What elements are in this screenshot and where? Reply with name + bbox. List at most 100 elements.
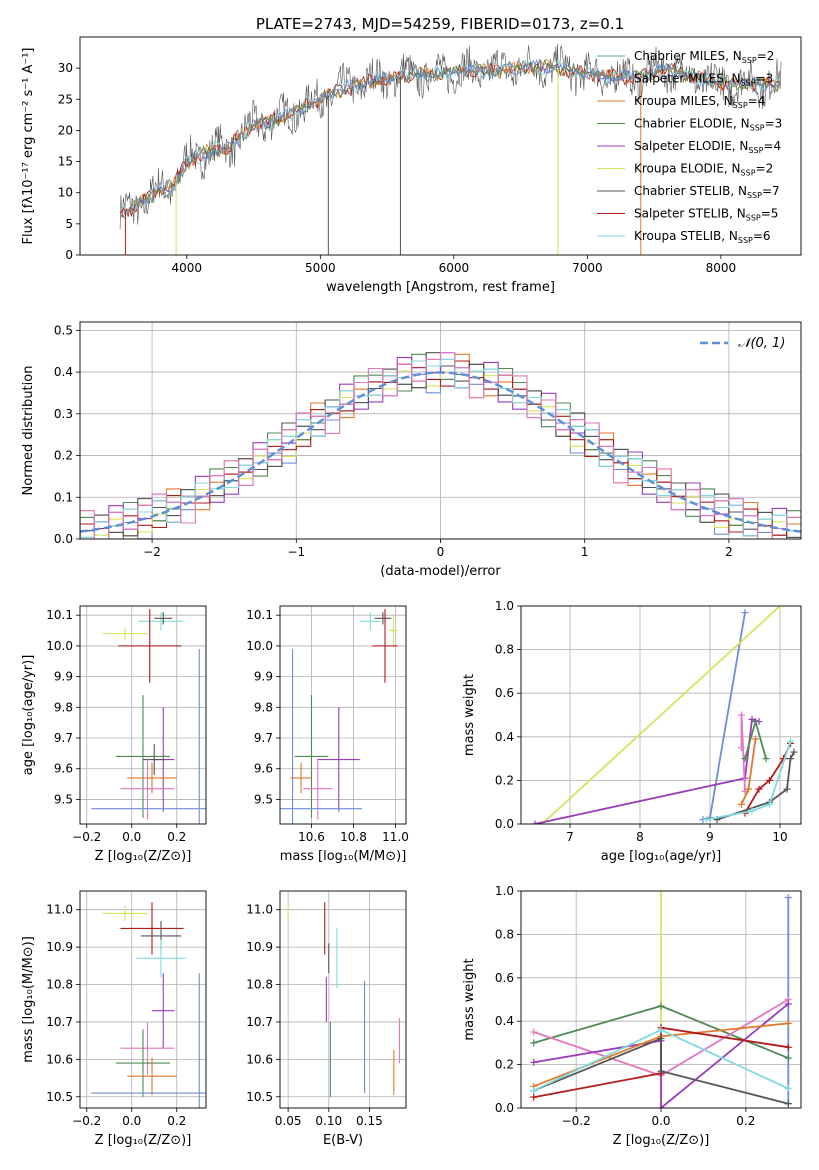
normal-curve bbox=[80, 371, 801, 533]
errorbar-point bbox=[91, 973, 206, 1108]
errorbar-point bbox=[143, 744, 166, 775]
errorbar-point bbox=[116, 695, 170, 818]
plus-marker bbox=[741, 755, 749, 763]
y-tick-label: 10.7 bbox=[246, 1015, 273, 1029]
y-axis-label: mass [log₁₀(M/M⊙)] bbox=[21, 936, 36, 1063]
y-tick-label: 11.0 bbox=[46, 903, 73, 917]
errorbar-point bbox=[154, 612, 173, 625]
plus-marker bbox=[784, 1100, 792, 1108]
x-axis-label: Z [log₁₀(Z/Z⊙)] bbox=[95, 849, 192, 864]
y-tick-label: 20 bbox=[58, 123, 73, 137]
legend-entry: Kroupa STELIB, NSSP=6 bbox=[634, 229, 771, 245]
plus-marker bbox=[530, 1039, 538, 1047]
y-tick-label: 10.5 bbox=[246, 1090, 273, 1104]
plus-marker bbox=[784, 1084, 792, 1092]
x-tick-label: −0.2 bbox=[72, 830, 101, 844]
y-tick-label: 0.8 bbox=[495, 643, 514, 657]
plus-marker bbox=[748, 807, 756, 815]
plus-marker bbox=[762, 755, 770, 763]
legend-entry: 𝒩(0, 1) bbox=[738, 336, 785, 351]
y-tick-label: 10.6 bbox=[46, 1052, 73, 1066]
x-tick-label: 0.10 bbox=[315, 1114, 342, 1128]
y-tick-label: 1.0 bbox=[495, 884, 514, 898]
x-tick-label: 10.8 bbox=[340, 830, 367, 844]
panel-z_vs_age: −0.2 0.0 0.2 9.5 9.6 9.7 9.8 9.9 10.0 10.1 Z [log₁… bbox=[21, 605, 207, 864]
spectrum-salpeter_miles bbox=[120, 58, 781, 218]
y-tick-label: 1.0 bbox=[495, 599, 514, 613]
y-tick-label: 25 bbox=[58, 92, 73, 106]
x-tick-label: 10 bbox=[772, 830, 787, 844]
x-tick-label: 8000 bbox=[706, 261, 737, 275]
y-tick-label: 0.2 bbox=[495, 773, 514, 787]
x-tick-label: 0.2 bbox=[736, 1114, 755, 1128]
x-tick-label: 4000 bbox=[172, 261, 203, 275]
x-tick-label: 0.2 bbox=[167, 830, 186, 844]
errorbar-point bbox=[374, 612, 392, 625]
x-tick-label: 1 bbox=[581, 545, 589, 559]
panel-spectrum: 4000 5000 6000 7000 8000 0 5 10 15 20 25 30 waveleng… bbox=[21, 36, 802, 295]
y-tick-label: 10.8 bbox=[246, 978, 273, 992]
plus-marker bbox=[784, 1000, 792, 1008]
x-tick-label: 7000 bbox=[572, 261, 603, 275]
x-axis-label: mass [log₁₀(M/M⊙)] bbox=[280, 849, 407, 864]
plus-marker bbox=[530, 1093, 538, 1101]
y-tick-label: 9.9 bbox=[54, 670, 73, 684]
plus-marker bbox=[657, 1002, 665, 1010]
plus-marker bbox=[752, 735, 759, 743]
plus-marker bbox=[657, 1035, 665, 1043]
y-tick-label: 9.7 bbox=[54, 731, 73, 745]
plus-marker bbox=[530, 1058, 538, 1066]
errorbar-point bbox=[290, 762, 312, 794]
y-tick-label: 0.6 bbox=[495, 971, 514, 985]
plot-area bbox=[80, 352, 801, 539]
errorbar-point bbox=[102, 905, 148, 921]
y-axis-label: Flux [fλ10⁻¹⁷ erg cm⁻² s⁻¹ A⁻¹] bbox=[21, 48, 36, 245]
y-tick-label: 0.1 bbox=[54, 490, 73, 504]
axes-frame bbox=[279, 605, 407, 825]
x-tick-label: −0.2 bbox=[562, 1114, 591, 1128]
x-tick-label: −0.2 bbox=[72, 1114, 101, 1128]
y-tick-label: 0.8 bbox=[495, 927, 514, 941]
y-tick-label: 0.0 bbox=[495, 817, 514, 831]
y-tick-label: 0.3 bbox=[54, 407, 73, 421]
legend-entry: Chabrier MILES, NSSP=2 bbox=[634, 49, 774, 65]
axes-frame bbox=[520, 605, 802, 825]
plus-marker bbox=[738, 800, 745, 808]
plus-marker bbox=[790, 748, 798, 756]
errorbar-point bbox=[152, 973, 175, 1049]
panel-age_vs_weight: 7 8 9 10 0.0 0.2 0.4 0.6 0.8 1.0 age [log₁₀(age/yr… bbox=[462, 599, 802, 864]
y-tick-label: 10.5 bbox=[46, 1090, 73, 1104]
plus-marker bbox=[752, 718, 759, 726]
y-tick-label: 9.5 bbox=[254, 792, 273, 806]
axes-frame bbox=[79, 605, 207, 825]
y-tick-label: 10.0 bbox=[46, 639, 73, 653]
errorbar-point bbox=[389, 615, 398, 646]
plus-marker bbox=[530, 1028, 538, 1036]
axes-frame bbox=[79, 36, 802, 256]
histogram-series bbox=[80, 352, 801, 539]
panel-residuals: −2 −1 0 1 2 0.0 0.1 0.2 0.3 0.4 0.5 (data-model)/er… bbox=[21, 321, 802, 579]
y-tick-label: 9.6 bbox=[54, 762, 73, 776]
plot-area bbox=[531, 606, 798, 824]
y-tick-label: 9.8 bbox=[54, 700, 73, 714]
y-tick-label: 10.9 bbox=[46, 940, 73, 954]
plus-marker bbox=[741, 609, 749, 617]
plot-area bbox=[280, 609, 398, 824]
x-axis-label: wavelength [Angstrom, rest frame] bbox=[326, 280, 555, 295]
y-tick-label: 10.1 bbox=[46, 608, 73, 622]
x-axis-label: (data-model)/error bbox=[380, 564, 501, 579]
panel-ebv_vs_mass: 0.05 0.10 0.15 10.5 10.6 10.7 10.8 10.9 11.0 E(B-… bbox=[246, 890, 407, 1148]
axes-frame bbox=[79, 890, 207, 1109]
x-tick-label: 0.05 bbox=[275, 1114, 302, 1128]
y-tick-label: 10.9 bbox=[246, 940, 273, 954]
weight-series bbox=[706, 740, 792, 821]
y-tick-label: 9.9 bbox=[254, 670, 273, 684]
y-axis-label: age [log₁₀(age/yr)] bbox=[21, 655, 36, 776]
plot-area bbox=[287, 902, 401, 1097]
y-tick-label: 30 bbox=[58, 61, 73, 75]
y-axis-label: mass weight bbox=[462, 958, 477, 1040]
plus-marker bbox=[784, 1043, 792, 1051]
y-tick-label: 10.1 bbox=[246, 608, 273, 622]
x-tick-label: 0.0 bbox=[122, 830, 141, 844]
plot-area bbox=[119, 43, 782, 255]
